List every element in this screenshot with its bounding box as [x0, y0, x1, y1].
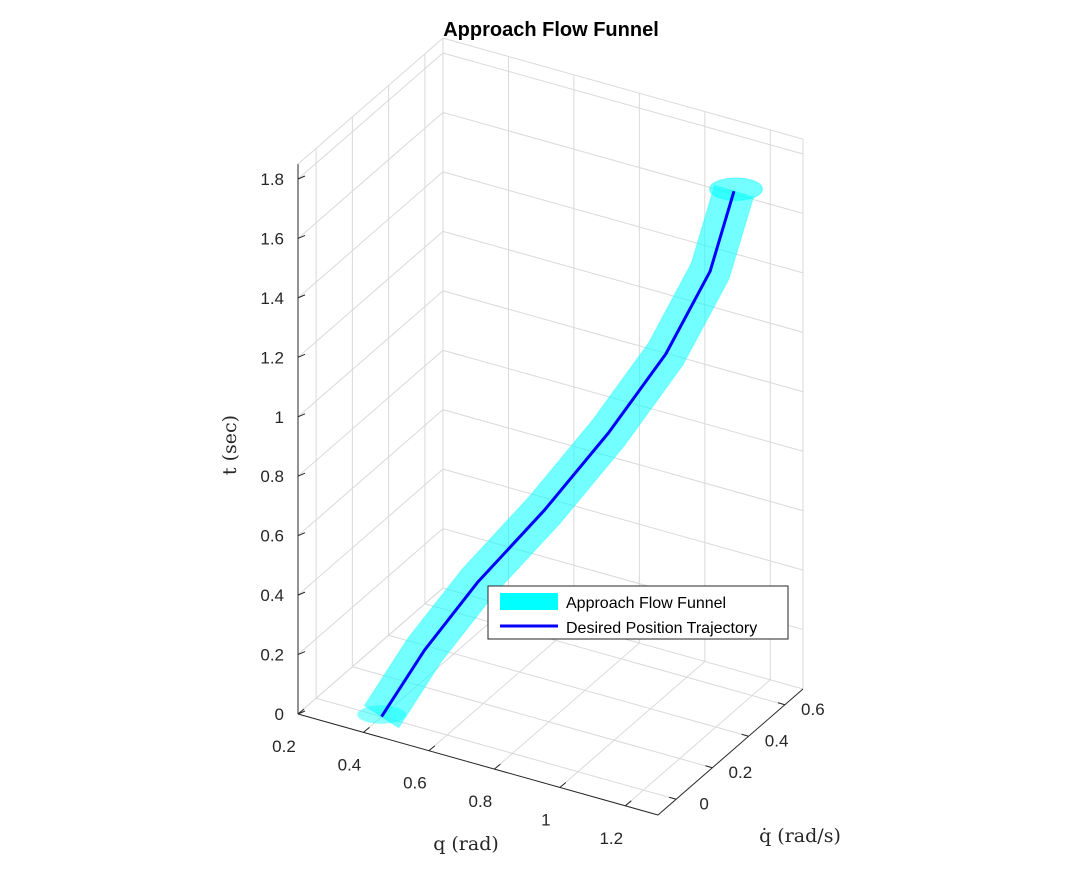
grid-line [297, 230, 444, 358]
data-layer [357, 177, 763, 729]
z-tick [297, 591, 306, 596]
grid-line [559, 661, 706, 788]
grid-line [297, 468, 444, 596]
grid-line [297, 409, 444, 537]
x-tick-label: 0.6 [403, 774, 427, 793]
z-tick [297, 175, 306, 180]
grid-line [442, 409, 804, 512]
y-axis-label: q̇ (rad/s) [759, 825, 841, 847]
z-tick-label: 1.8 [260, 170, 284, 189]
z-tick-label: 0.4 [260, 586, 284, 605]
legend-label-funnel: Approach Flow Funnel [566, 595, 726, 612]
z-axis-label: t (sec) [219, 415, 241, 475]
z-tick-label: 1.2 [260, 348, 284, 367]
chart-title: Approach Flow Funnel [443, 19, 659, 41]
y-tick-label: 0 [699, 794, 708, 813]
grid-line [424, 603, 786, 706]
y-tick [741, 733, 749, 737]
x-tick-label: 0.4 [338, 755, 362, 774]
y-axis-line [657, 688, 804, 816]
grid-line [442, 290, 804, 393]
z-tick-label: 1 [275, 408, 284, 427]
x-tick [494, 763, 501, 770]
z-tick [297, 234, 306, 239]
grid-line [297, 290, 444, 418]
grid-line [442, 52, 804, 155]
grid-line [494, 642, 640, 770]
grid-line [315, 697, 677, 800]
legend-label-trajectory: Desired Position Trajectory [566, 620, 757, 637]
x-tick-label: 0.8 [469, 792, 493, 811]
grid-line [442, 230, 804, 333]
funnel-tube [363, 184, 755, 729]
y-tick-label: 0.4 [765, 731, 789, 750]
y-tick-label: 0.6 [801, 700, 825, 719]
x-tick [559, 782, 567, 788]
z-tick [297, 294, 306, 299]
grid-line [297, 52, 444, 180]
grid-line [428, 624, 575, 752]
grid-line [442, 171, 804, 274]
y-tick [705, 765, 713, 769]
axes-layer: 0.2 0.4 0.6 0.8 1 1.2 0 0.2 0.4 0.6 0 0.2 0.4 0.6 0.8 1… [260, 164, 825, 848]
z-tick [297, 651, 306, 656]
grid-line [442, 468, 804, 571]
x-tick-label: 1.2 [599, 829, 623, 848]
x-tick-label: 0.2 [272, 737, 296, 756]
y-tick-label: 0.2 [729, 763, 753, 782]
z-tick [297, 532, 306, 537]
grid-line [624, 679, 771, 807]
y-tick [668, 796, 677, 800]
z-tick-label: 1.6 [260, 229, 284, 248]
x-axis-line [297, 713, 659, 816]
z-tick-label: 0 [275, 705, 284, 724]
z-tick [297, 353, 306, 358]
z-tick-label: 0.6 [260, 527, 284, 546]
x-tick [624, 800, 632, 807]
z-tick-label: 0.8 [260, 467, 284, 486]
legend-swatch-funnel [500, 593, 558, 610]
z-tick [297, 472, 306, 477]
z-tick [297, 710, 306, 715]
z-tick-label: 1.4 [260, 289, 284, 308]
x-tick-label: 1 [541, 810, 550, 829]
grid-line [297, 587, 444, 715]
x-tick [363, 726, 370, 733]
trajectory-line [380, 190, 736, 718]
z-tick [297, 413, 306, 418]
grid-line [297, 171, 444, 299]
grid-line [297, 112, 444, 239]
box-edge [297, 37, 444, 165]
box-edge [442, 37, 804, 140]
funnel-end-cap [709, 177, 763, 201]
z-tick-label: 0.2 [260, 646, 284, 665]
grid-line [297, 528, 444, 655]
x-tick [428, 745, 436, 752]
grid-line [297, 349, 444, 477]
x-axis-label: q (rad) [433, 833, 499, 855]
y-tick [777, 702, 786, 706]
legend: Approach Flow Funnel Desired Position Tr… [487, 585, 789, 640]
label-layer: Approach Flow Funnel q (rad) q̇ (rad/s) … [219, 19, 841, 855]
